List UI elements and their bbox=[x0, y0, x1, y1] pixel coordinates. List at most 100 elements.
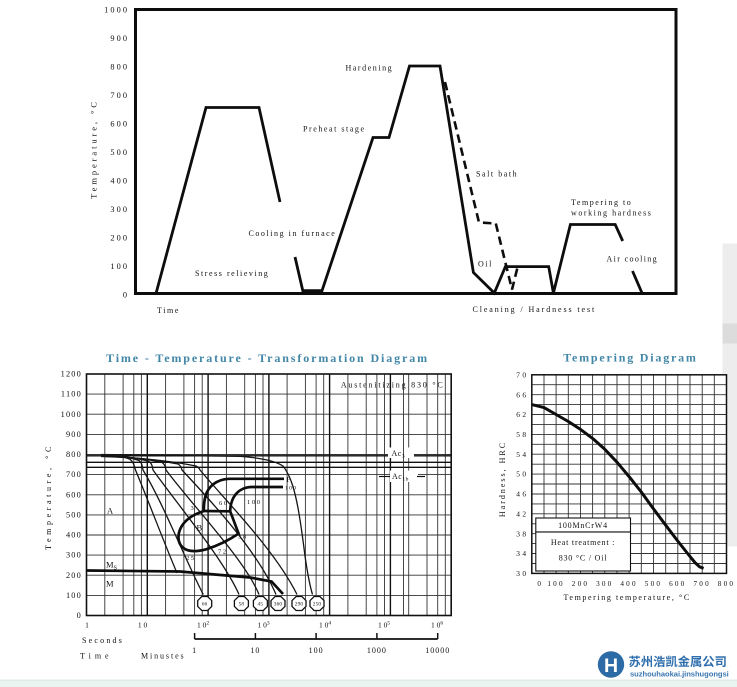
svg-text:7 0 0: 7 0 0 bbox=[110, 91, 127, 100]
svg-text:10000: 10000 bbox=[425, 646, 450, 655]
svg-text:0: 0 bbox=[123, 290, 127, 299]
svg-text:Hardening: Hardening bbox=[346, 64, 394, 73]
svg-text:Heat treatment :: Heat treatment : bbox=[551, 538, 615, 547]
svg-text:Air cooling: Air cooling bbox=[607, 255, 659, 264]
svg-text:Ac3: Ac3 bbox=[392, 449, 406, 460]
svg-text:600: 600 bbox=[66, 490, 82, 499]
svg-text:54: 54 bbox=[516, 450, 528, 459]
svg-text:62: 62 bbox=[516, 410, 528, 419]
svg-text:10: 10 bbox=[250, 646, 260, 655]
svg-text:Tempering Diagram: Tempering Diagram bbox=[563, 351, 697, 365]
svg-text:1 0: 1 0 bbox=[138, 621, 148, 630]
svg-text:300: 300 bbox=[66, 551, 82, 560]
svg-text:2 0 0: 2 0 0 bbox=[110, 233, 127, 242]
svg-text:100MnCrW4: 100MnCrW4 bbox=[558, 521, 608, 530]
svg-text:Cleaning / Hardness test: Cleaning / Hardness test bbox=[473, 305, 597, 314]
svg-text:7 2: 7 2 bbox=[218, 549, 226, 556]
svg-text:suzhouhaokai.jinshugongsi: suzhouhaokai.jinshugongsi bbox=[630, 670, 729, 679]
svg-text:1 05: 1 05 bbox=[378, 621, 390, 630]
svg-text:Cooling in furnace: Cooling in furnace bbox=[249, 229, 337, 238]
svg-text:H: H bbox=[604, 655, 618, 677]
svg-text:58: 58 bbox=[516, 430, 528, 439]
svg-text:Time - Temperature - Transform: Time - Temperature - Transformation Diag… bbox=[106, 351, 429, 365]
svg-text:2 5: 2 5 bbox=[186, 555, 194, 562]
svg-text:1 03: 1 03 bbox=[257, 621, 269, 630]
svg-text:900: 900 bbox=[66, 430, 82, 439]
svg-text:B: B bbox=[197, 523, 203, 533]
svg-text:400: 400 bbox=[620, 580, 637, 588]
svg-text:800: 800 bbox=[718, 580, 735, 588]
svg-text:9 0 0: 9 0 0 bbox=[110, 34, 127, 43]
svg-text:300: 300 bbox=[596, 580, 613, 588]
svg-text:MS: MS bbox=[106, 560, 117, 572]
svg-text:Preheat stage: Preheat stage bbox=[303, 125, 366, 134]
svg-text:1 0 0 0: 1 0 0 0 bbox=[104, 5, 127, 14]
svg-text:1000: 1000 bbox=[367, 646, 387, 655]
svg-text:800: 800 bbox=[66, 450, 82, 459]
svg-text:70: 70 bbox=[516, 370, 528, 379]
svg-text:1100: 1100 bbox=[61, 390, 82, 399]
svg-text:1 0 0: 1 0 0 bbox=[110, 262, 127, 271]
svg-text:290: 290 bbox=[295, 601, 304, 607]
svg-text:Temperature, °C: Temperature, °C bbox=[44, 443, 53, 550]
svg-text:Oil: Oil bbox=[478, 260, 493, 269]
svg-text:0: 0 bbox=[77, 611, 82, 620]
svg-text:500: 500 bbox=[66, 510, 82, 519]
svg-text:100: 100 bbox=[547, 580, 564, 588]
svg-text:3 0 0: 3 0 0 bbox=[110, 205, 127, 214]
svg-text:45: 45 bbox=[258, 601, 264, 607]
svg-text:3: 3 bbox=[191, 505, 194, 512]
svg-text:38: 38 bbox=[516, 529, 528, 538]
svg-text:Austenitizing 830 °C: Austenitizing 830 °C bbox=[341, 381, 445, 390]
svg-text:1 02: 1 02 bbox=[197, 621, 209, 630]
svg-text:600: 600 bbox=[669, 580, 686, 588]
svg-text:1 0 0: 1 0 0 bbox=[247, 499, 260, 506]
svg-text:Hardness, HRC: Hardness, HRC bbox=[498, 441, 507, 517]
svg-text:A: A bbox=[107, 506, 114, 516]
svg-text:Ac1b: Ac1b bbox=[392, 472, 409, 483]
svg-text:1200: 1200 bbox=[61, 370, 82, 379]
svg-text:42: 42 bbox=[516, 509, 528, 518]
svg-text:6 0 0: 6 0 0 bbox=[110, 119, 127, 128]
svg-text:830 °C / Oil: 830 °C / Oil bbox=[559, 554, 608, 563]
svg-text:66: 66 bbox=[516, 390, 528, 399]
svg-text:1 0 0: 1 0 0 bbox=[285, 486, 296, 492]
svg-text:Minustes: Minustes bbox=[141, 652, 186, 661]
svg-text:1000: 1000 bbox=[61, 410, 82, 419]
svg-text:8 0 0: 8 0 0 bbox=[110, 62, 127, 71]
svg-text:Salt bath: Salt bath bbox=[476, 170, 518, 179]
svg-text:Tempering to: Tempering to bbox=[571, 198, 632, 207]
svg-text:700: 700 bbox=[66, 470, 82, 479]
svg-text:100: 100 bbox=[309, 646, 324, 655]
svg-text:400: 400 bbox=[66, 531, 82, 540]
svg-text:700: 700 bbox=[694, 580, 711, 588]
svg-text:360: 360 bbox=[274, 601, 283, 607]
svg-text:500: 500 bbox=[645, 580, 662, 588]
svg-text:Temperature, °C: Temperature, °C bbox=[89, 99, 99, 199]
svg-text:Time: Time bbox=[157, 306, 180, 315]
svg-text:P: P bbox=[287, 476, 291, 484]
svg-text:3 8: 3 8 bbox=[238, 534, 246, 541]
svg-text:Tempering temperature, °C: Tempering temperature, °C bbox=[564, 593, 691, 602]
svg-text:200: 200 bbox=[572, 580, 589, 588]
svg-text:34: 34 bbox=[516, 549, 528, 558]
svg-text:1: 1 bbox=[85, 621, 89, 630]
svg-text:1 04: 1 04 bbox=[319, 621, 331, 630]
svg-text:4 0 0: 4 0 0 bbox=[110, 176, 127, 185]
svg-text:46: 46 bbox=[516, 490, 528, 499]
svg-text:200: 200 bbox=[66, 571, 82, 580]
svg-text:5 0 0: 5 0 0 bbox=[110, 148, 127, 157]
svg-text:1: 1 bbox=[192, 646, 197, 655]
svg-text:Time: Time bbox=[80, 652, 113, 661]
svg-text:6 0: 6 0 bbox=[219, 500, 227, 507]
svg-text:Stress relieving: Stress relieving bbox=[195, 269, 269, 278]
svg-text:250: 250 bbox=[313, 601, 322, 607]
svg-text:0: 0 bbox=[537, 580, 543, 588]
svg-text:50: 50 bbox=[516, 470, 528, 479]
svg-text:Seconds: Seconds bbox=[82, 636, 124, 645]
svg-text:30: 30 bbox=[516, 569, 528, 578]
svg-text:100: 100 bbox=[66, 591, 82, 600]
svg-text:58: 58 bbox=[239, 601, 245, 607]
svg-text:working hardness: working hardness bbox=[571, 209, 652, 218]
svg-text:66: 66 bbox=[202, 601, 208, 607]
